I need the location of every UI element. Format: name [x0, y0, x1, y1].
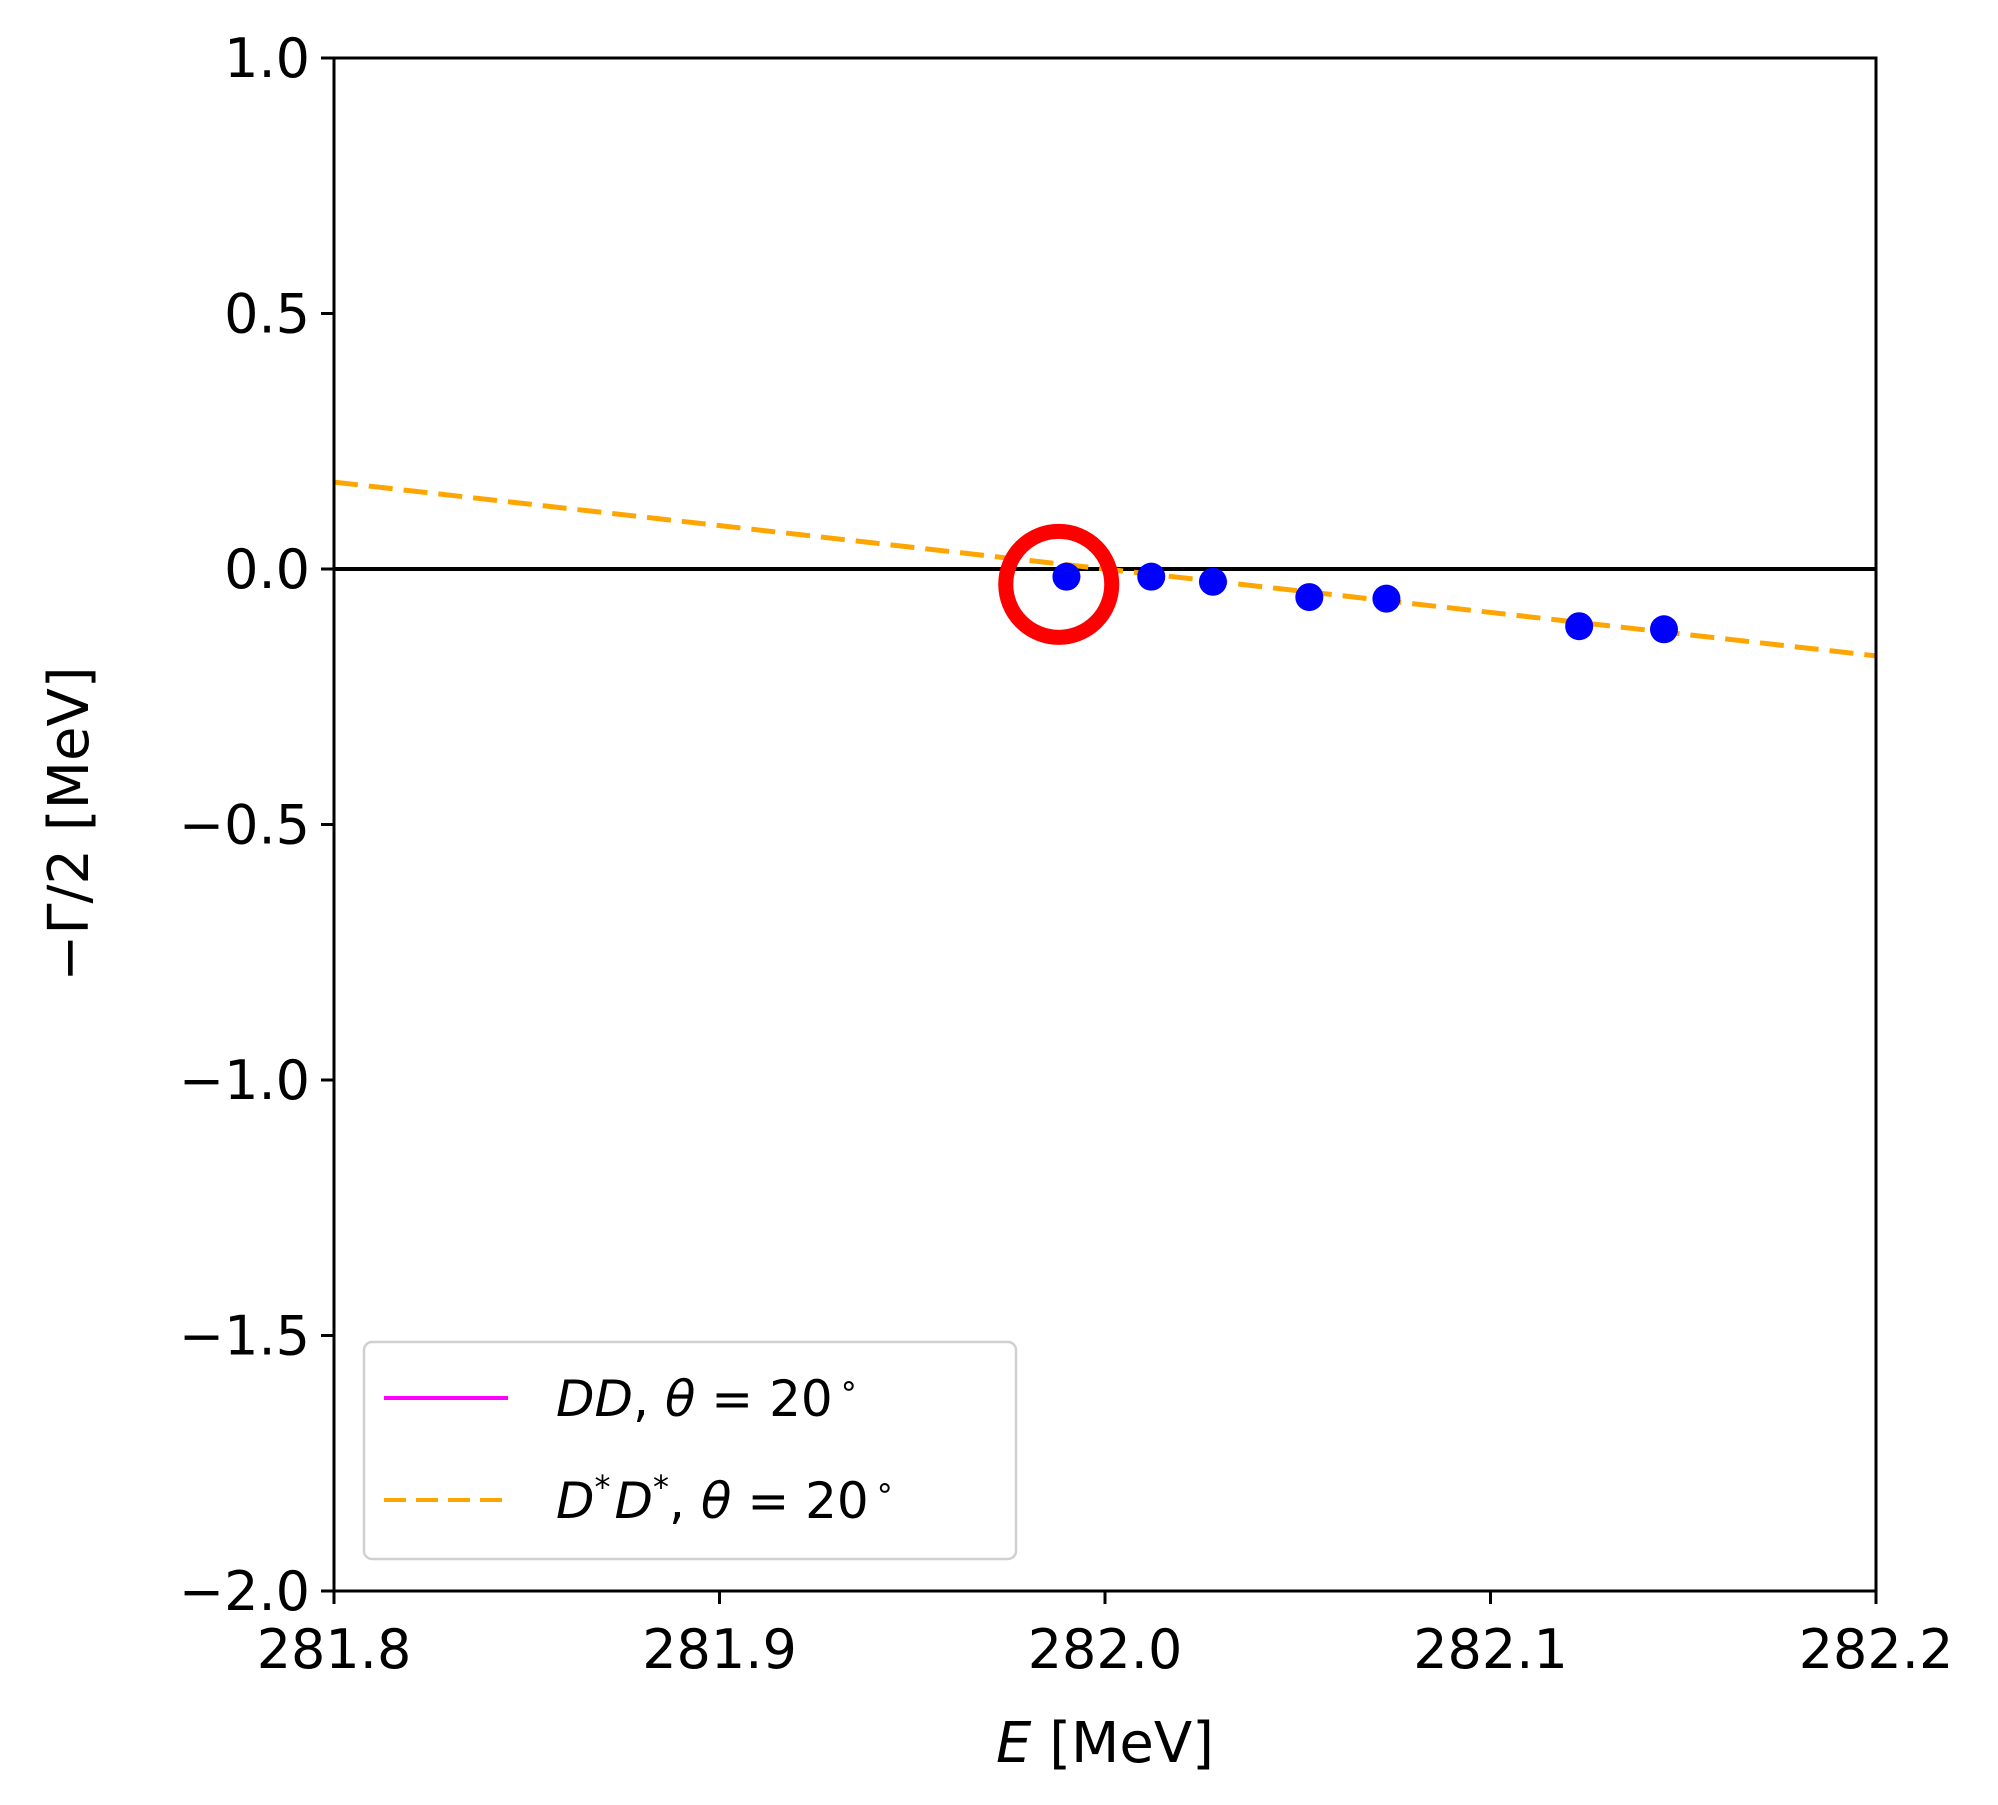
y-tick-label: −0.5: [179, 794, 310, 857]
legend-dstar-d2: D: [615, 1472, 654, 1530]
legend-label-dd: DD, θ = 20 ∘: [556, 1366, 859, 1428]
y-tick-label: 0.0: [224, 538, 310, 601]
legend-dstar-star2: *: [653, 1468, 669, 1506]
x-tick-label: 282.1: [1413, 1618, 1568, 1681]
data-point: [1649, 615, 1678, 644]
legend-dstar-degree: ∘: [875, 1468, 895, 1506]
legend-dd-name: DD: [556, 1370, 633, 1428]
data-point: [1372, 584, 1401, 613]
data-point: [1137, 562, 1166, 591]
legend: DD, θ = 20 ∘ D*D*, θ = 20 ∘: [362, 1340, 1018, 1561]
highlight-marker: [998, 523, 1120, 645]
data-point: [1198, 567, 1227, 596]
y-tick-label: 0.5: [224, 283, 310, 346]
legend-dd-comma: ,: [633, 1370, 665, 1428]
data-point: [1565, 612, 1594, 641]
x-tick-label: 281.8: [257, 1618, 412, 1681]
data-point: [1052, 562, 1081, 591]
legend-label-dstar: D*D*, θ = 20 ∘: [556, 1468, 895, 1530]
x-axis-label-unit: [MeV]: [1031, 1711, 1214, 1776]
legend-dstar-star1: *: [595, 1468, 611, 1506]
legend-dstar-comma: ,: [669, 1472, 701, 1530]
legend-dd-theta: θ: [665, 1370, 696, 1428]
legend-dd-degree: ∘: [839, 1366, 859, 1404]
x-tick-label: 281.9: [642, 1618, 797, 1681]
x-tick-label: 282.2: [1799, 1618, 1954, 1681]
data-points: [1052, 562, 1678, 644]
y-axis-ticks: 1.0 0.5 0.0 −0.5 −1.0 −1.5 −2.0: [179, 27, 334, 1623]
y-axis-label: −Γ/2 [MeV]: [37, 666, 102, 981]
legend-dstar-theta: θ: [701, 1472, 732, 1530]
y-tick-label: −1.5: [179, 1305, 310, 1368]
x-axis-label-symbol: E: [996, 1711, 1032, 1776]
y-tick-label: −1.0: [179, 1049, 310, 1112]
legend-dstar-value: = 20: [731, 1472, 868, 1530]
data-point: [1295, 583, 1324, 612]
x-axis-ticks: 281.8 281.9 282.0 282.1 282.2: [257, 1591, 1954, 1681]
highlight-circle: [998, 523, 1120, 645]
y-tick-label: 1.0: [224, 27, 310, 90]
x-axis-label: E [MeV]: [996, 1711, 1214, 1776]
x-tick-label: 282.0: [1028, 1618, 1183, 1681]
legend-dd-value: = 20: [695, 1370, 832, 1428]
y-tick-label: −2.0: [179, 1560, 310, 1623]
legend-dstar-d1: D: [556, 1472, 595, 1530]
legend-box: [362, 1340, 1018, 1561]
